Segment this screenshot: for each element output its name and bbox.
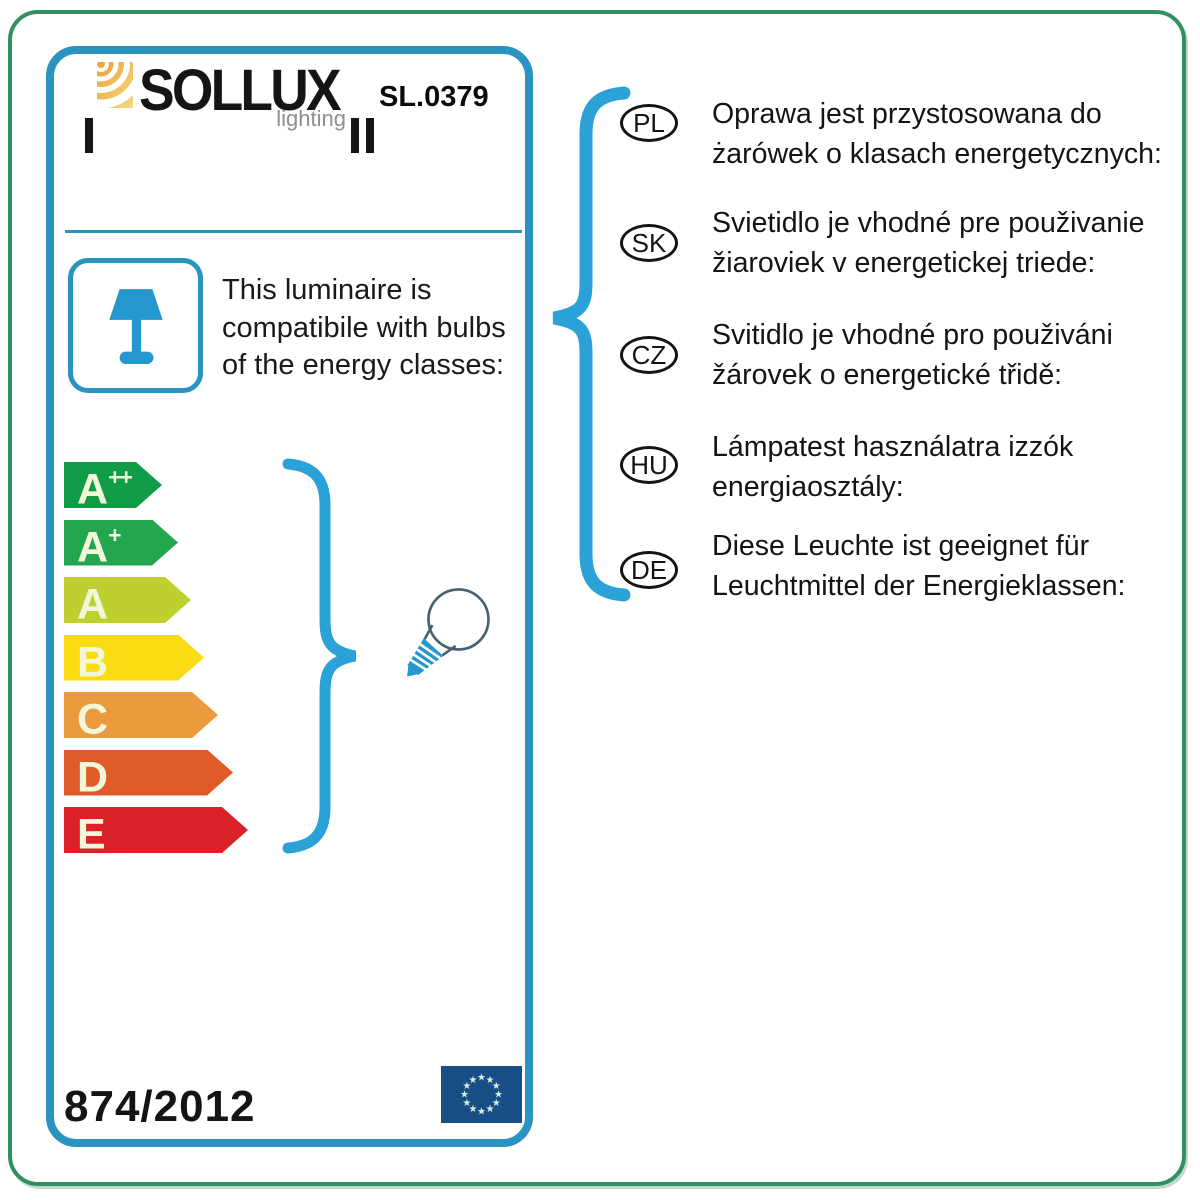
intro-line: of the energy classes: bbox=[222, 349, 505, 381]
energy-class-arrow-d: D bbox=[64, 750, 233, 796]
crop-mark-right bbox=[366, 118, 374, 153]
svg-text:★: ★ bbox=[469, 1075, 478, 1086]
light-bulb-icon bbox=[384, 580, 496, 700]
brand-text: SOLLUX bbox=[139, 58, 342, 123]
outer-green-frame bbox=[8, 10, 1186, 1186]
svg-text:★: ★ bbox=[486, 1104, 495, 1115]
intro-line: compatibile with bulbs bbox=[222, 311, 506, 344]
svg-text:★: ★ bbox=[462, 1098, 471, 1109]
svg-text:★: ★ bbox=[460, 1090, 469, 1101]
lang-code-oval-pl: PL bbox=[620, 104, 678, 142]
brand-subtext: lighting bbox=[276, 106, 346, 131]
lamp-pictogram-box bbox=[68, 258, 203, 393]
lang-text-pl: Oprawa jest przystosowana do żarówek o k… bbox=[712, 98, 1162, 170]
crop-mark-right bbox=[351, 118, 359, 153]
intro-text: This luminaire is compatibile with bulbs… bbox=[222, 272, 527, 385]
energy-class-arrow-a-plus-plus: A++ bbox=[64, 462, 162, 508]
svg-text:★: ★ bbox=[494, 1090, 503, 1101]
lang-text-sk: Svietidlo je vhodné pre použivanie žiaro… bbox=[712, 207, 1145, 279]
energy-class-list: A++ A+ A B C D E bbox=[64, 462, 248, 865]
languages-brace bbox=[552, 86, 631, 602]
model-number: SL.0379 bbox=[379, 81, 489, 113]
lang-code-oval-sk: SK bbox=[620, 224, 678, 262]
svg-text:★: ★ bbox=[492, 1098, 501, 1109]
svg-text:★: ★ bbox=[486, 1075, 495, 1086]
regulation-number: 874/2012 bbox=[64, 1082, 256, 1131]
energy-class-arrow-a-plus: A+ bbox=[64, 520, 178, 566]
sollux-waves-icon bbox=[97, 62, 133, 108]
svg-text:★: ★ bbox=[462, 1081, 471, 1092]
intro-line: This luminaire is bbox=[222, 274, 432, 306]
arrows-brace bbox=[282, 458, 357, 854]
svg-text:★: ★ bbox=[477, 1073, 486, 1084]
lang-text-cz: Svitidlo je vhodné pro použiváni žárovek… bbox=[712, 319, 1113, 391]
svg-text:★: ★ bbox=[477, 1107, 486, 1118]
eu-flag-icon: ★ ★ ★ ★ ★ ★ ★ ★ ★ ★ ★ ★ bbox=[441, 1066, 522, 1123]
lang-code-oval-de: DE bbox=[620, 551, 678, 589]
energy-class-arrow-b: B bbox=[64, 635, 204, 681]
svg-text:★: ★ bbox=[469, 1104, 478, 1115]
header-separator bbox=[65, 230, 522, 233]
table-lamp-icon bbox=[108, 288, 163, 364]
lang-text-hu: Lámpatest használatra izzók energiaosztá… bbox=[712, 431, 1074, 503]
energy-class-arrow-c: C bbox=[64, 692, 218, 738]
lang-code-oval-cz: CZ bbox=[620, 336, 678, 374]
lang-text-de: Diese Leuchte ist geeignet für Leuchtmit… bbox=[712, 530, 1126, 602]
lang-code-oval-hu: HU bbox=[620, 446, 678, 484]
energy-class-arrow-a: A bbox=[64, 577, 191, 623]
energy-class-arrow-e: E bbox=[64, 807, 248, 853]
svg-text:★: ★ bbox=[492, 1081, 501, 1092]
crop-mark-left bbox=[85, 118, 93, 153]
